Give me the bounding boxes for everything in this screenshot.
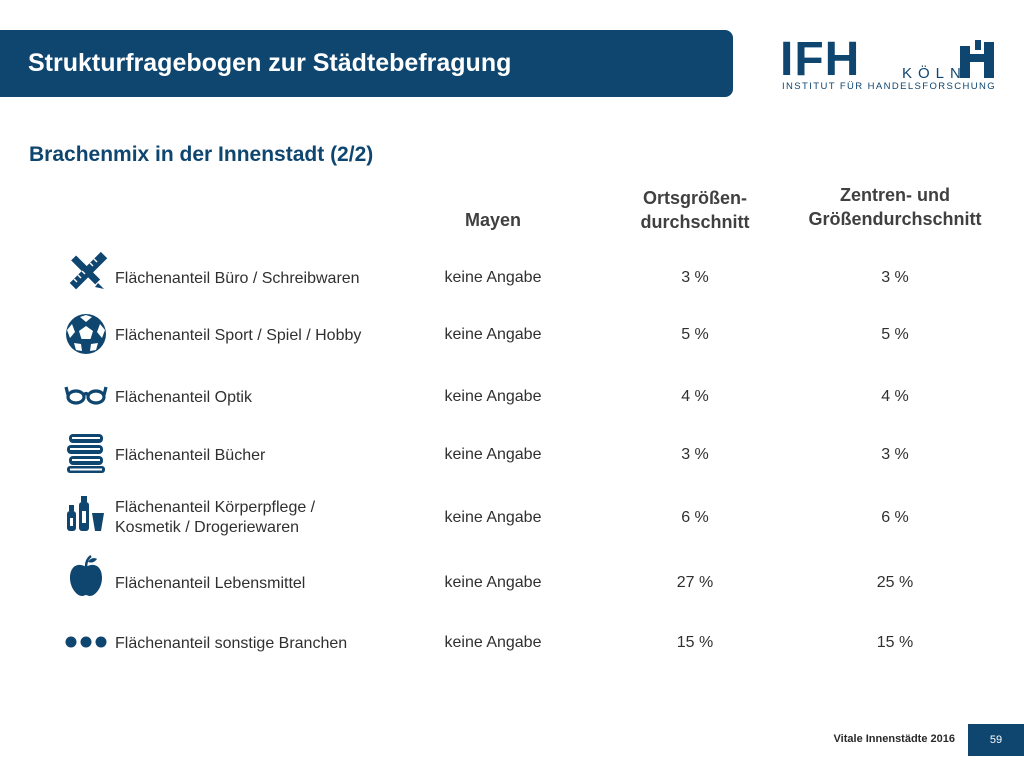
section-subtitle: Brachenmix in der Innenstadt (2/2) <box>29 143 374 166</box>
cell-orts: 3 % <box>681 269 709 286</box>
logo-mark-icon <box>960 40 994 78</box>
cell-orts: 3 % <box>681 446 709 463</box>
cell-mayen: keine Angabe <box>444 326 542 343</box>
ruler-pencil-icon <box>69 251 108 290</box>
glasses-icon <box>64 386 108 405</box>
cell-zentren: 6 % <box>881 509 909 526</box>
title-bar: Strukturfragebogen zur Städtebefragung <box>0 30 733 97</box>
soccer-ball-icon <box>66 314 106 354</box>
page-number: 59 <box>968 724 1024 756</box>
cosmetics-icon <box>67 496 104 531</box>
cell-orts: 15 % <box>676 634 714 651</box>
table-row: Flächenanteil Bücher keine Angabe 3 % 3 … <box>0 431 1024 481</box>
row-label: Flächenanteil Optik <box>115 389 252 406</box>
cell-zentren: 3 % <box>881 446 909 463</box>
row-label: Flächenanteil sonstige Branchen <box>115 635 348 652</box>
cell-orts: 27 % <box>676 574 714 591</box>
cell-mayen: keine Angabe <box>444 509 542 526</box>
row-label: Flächenanteil Sport / Spiel / Hobby <box>115 327 362 344</box>
column-header-orts: Ortsgrößen- durchschnitt <box>640 188 750 232</box>
cell-orts: 5 % <box>681 326 709 343</box>
cell-zentren: 4 % <box>881 388 909 405</box>
cell-mayen: keine Angabe <box>444 446 542 463</box>
logo-main-text: IFH <box>780 33 861 86</box>
table-row: Flächenanteil Büro / Schreibwaren keine … <box>0 251 1024 303</box>
column-header-zentren: Zentren- und Größendurchschnitt <box>808 185 982 229</box>
apple-icon <box>70 554 102 596</box>
row-label: Flächenanteil Büro / Schreibwaren <box>115 270 360 287</box>
page-title: Strukturfragebogen zur Städtebefragung <box>28 49 512 77</box>
logo-sub-text: INSTITUT FÜR HANDELSFORSCHUNG <box>782 81 997 92</box>
books-icon <box>67 434 105 473</box>
table-row: Flächenanteil Körperpflege / Kosmetik / … <box>0 493 1024 543</box>
table-row: Flächenanteil Sport / Spiel / Hobby kein… <box>0 310 1024 360</box>
table-row: Flächenanteil Lebensmittel keine Angabe … <box>0 554 1024 608</box>
logo-city-text: KÖLN <box>902 65 967 82</box>
ifh-logo: IFH KÖLN INSTITUT FÜR HANDELSFORSCHUNG <box>780 36 1000 96</box>
cell-orts: 6 % <box>681 509 709 526</box>
cell-zentren: 15 % <box>876 634 914 651</box>
cell-mayen: keine Angabe <box>444 634 542 651</box>
table-row: Flächenanteil Optik keine Angabe 4 % 4 % <box>0 373 1024 423</box>
row-label: Flächenanteil Lebensmittel <box>115 575 306 592</box>
cell-orts: 4 % <box>681 388 709 405</box>
row-label: Flächenanteil Bücher <box>115 447 266 464</box>
cell-zentren: 5 % <box>881 326 909 343</box>
row-label: Flächenanteil Körperpflege / Kosmetik / … <box>115 499 316 536</box>
cell-mayen: keine Angabe <box>444 574 542 591</box>
column-header-mayen: Mayen <box>464 210 522 230</box>
dots-icon <box>65 636 107 648</box>
cell-zentren: 3 % <box>881 269 909 286</box>
cell-mayen: keine Angabe <box>444 269 542 286</box>
cell-zentren: 25 % <box>876 574 914 591</box>
cell-mayen: keine Angabe <box>444 388 542 405</box>
footer-text: Vitale Innenstädte 2016 <box>833 733 955 745</box>
table-row: Flächenanteil sonstige Branchen keine An… <box>0 618 1024 668</box>
